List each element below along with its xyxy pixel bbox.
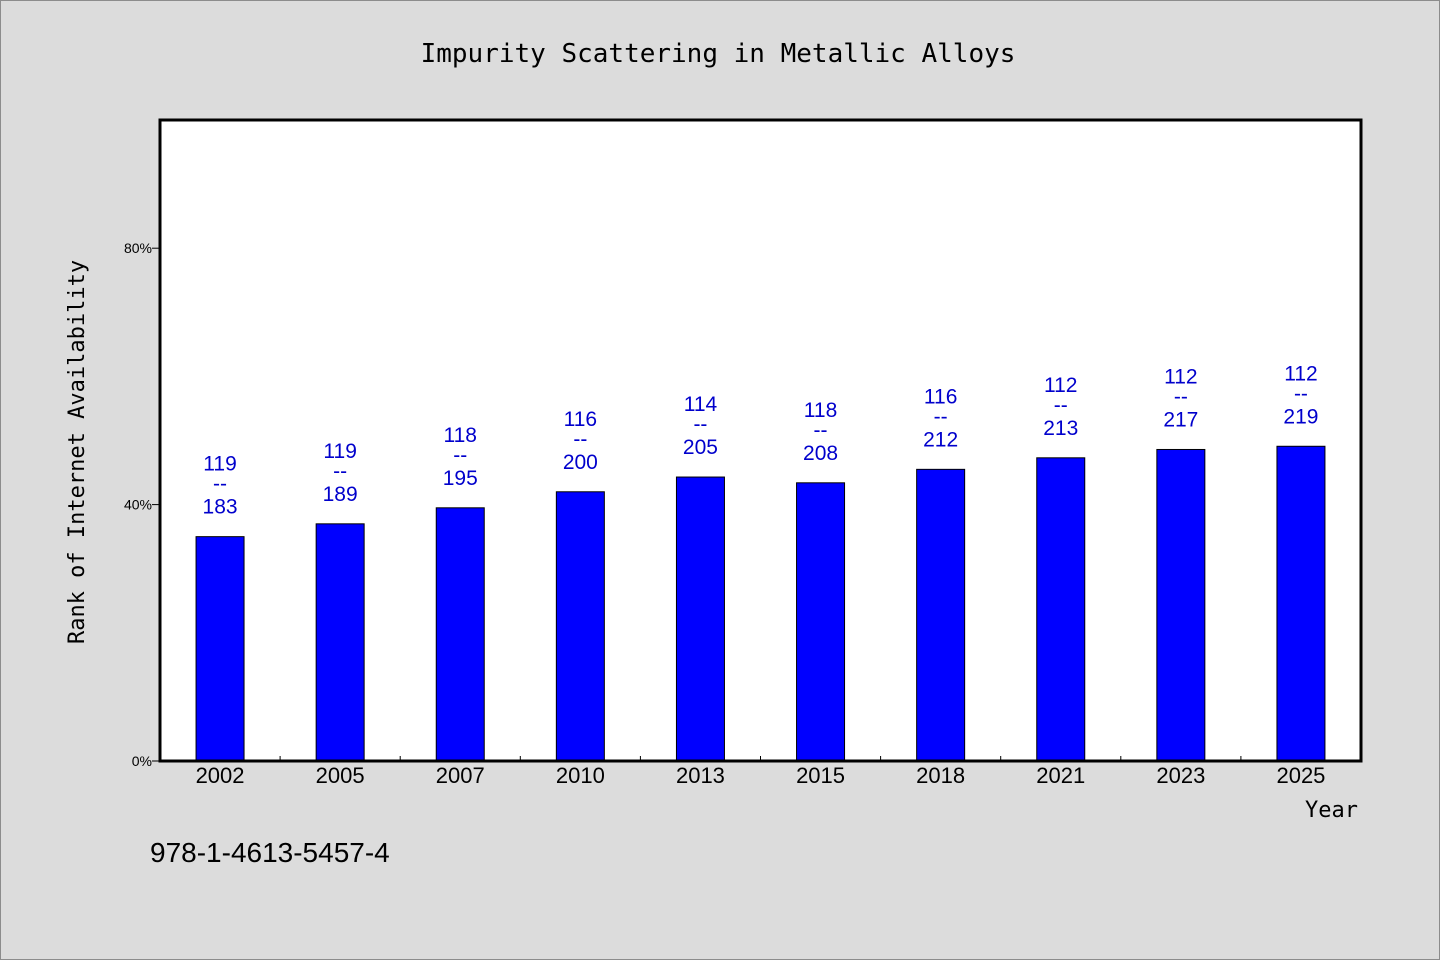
data-label-separator: --	[1174, 385, 1188, 408]
y-tick-label: 0%	[132, 753, 152, 769]
y-tick-label: 40%	[124, 497, 152, 513]
x-tick-label: 2002	[196, 763, 245, 788]
data-label-top: 116	[564, 408, 597, 431]
bar	[315, 523, 365, 762]
x-axis-ticks: 2002 2005 2007 2010 2013 2015 2018 2021 2023 2025	[196, 756, 1325, 788]
isbn-footer: 978-1-4613-5457-4	[150, 837, 390, 868]
bar	[1276, 445, 1326, 762]
x-tick-label: 2018	[916, 763, 965, 788]
y-axis-ticks: 0% 40% 80%	[124, 240, 160, 769]
data-label-top: 119	[323, 440, 356, 463]
data-label-top: 119	[203, 453, 236, 476]
data-label-bottom: 217	[1163, 408, 1198, 431]
data-label-bottom: 195	[443, 467, 478, 490]
plot-border	[158, 118, 1363, 763]
data-labels: 119--183119--189118--195116--200114--205…	[203, 362, 1319, 518]
data-label-bottom: 212	[923, 428, 958, 451]
data-label-separator: --	[814, 419, 828, 442]
x-tick-label: 2007	[436, 763, 485, 788]
data-label-bottom: 219	[1283, 405, 1318, 428]
x-axis-title: Year	[1305, 798, 1358, 823]
x-tick-label: 2021	[1036, 763, 1085, 788]
data-label-separator: --	[1294, 382, 1308, 405]
x-tick-label: 2025	[1276, 763, 1325, 788]
bar	[435, 507, 485, 762]
chart-title: Impurity Scattering in Metallic Alloys	[421, 39, 1016, 69]
x-tick-label: 2023	[1156, 763, 1205, 788]
data-label-top: 118	[804, 399, 837, 422]
data-label-top: 112	[1164, 365, 1197, 388]
data-label-separator: --	[333, 460, 347, 483]
data-label-top: 114	[684, 393, 718, 416]
bar	[1156, 448, 1206, 762]
y-tick-label: 80%	[124, 240, 152, 256]
data-label-bottom: 200	[563, 451, 598, 474]
x-tick-label: 2005	[316, 763, 365, 788]
data-label-separator: --	[1054, 394, 1068, 417]
data-label-top: 116	[924, 385, 957, 408]
x-tick-label: 2010	[556, 763, 605, 788]
data-label-top: 112	[1044, 374, 1077, 397]
data-label-bottom: 208	[803, 442, 838, 465]
bar	[195, 536, 245, 762]
data-label-bottom: 189	[323, 483, 358, 506]
bar	[555, 491, 605, 762]
bar	[1036, 457, 1086, 762]
bar	[675, 476, 725, 762]
data-label-separator: --	[213, 473, 227, 496]
y-axis-title: Rank of Internet Availability	[65, 260, 90, 644]
data-label-bottom: 183	[203, 496, 238, 519]
data-label-separator: --	[934, 405, 948, 428]
bars	[195, 445, 1326, 762]
x-tick-label: 2015	[796, 763, 845, 788]
data-label-bottom: 205	[683, 436, 718, 459]
bar	[916, 468, 966, 762]
data-label-bottom: 213	[1043, 417, 1078, 440]
bar	[796, 482, 846, 762]
data-label-top: 112	[1284, 362, 1317, 385]
data-label-separator: --	[453, 444, 467, 467]
data-label-separator: --	[693, 413, 707, 436]
data-label-top: 118	[444, 424, 477, 447]
data-label-separator: --	[573, 428, 587, 451]
x-tick-label: 2013	[676, 763, 725, 788]
